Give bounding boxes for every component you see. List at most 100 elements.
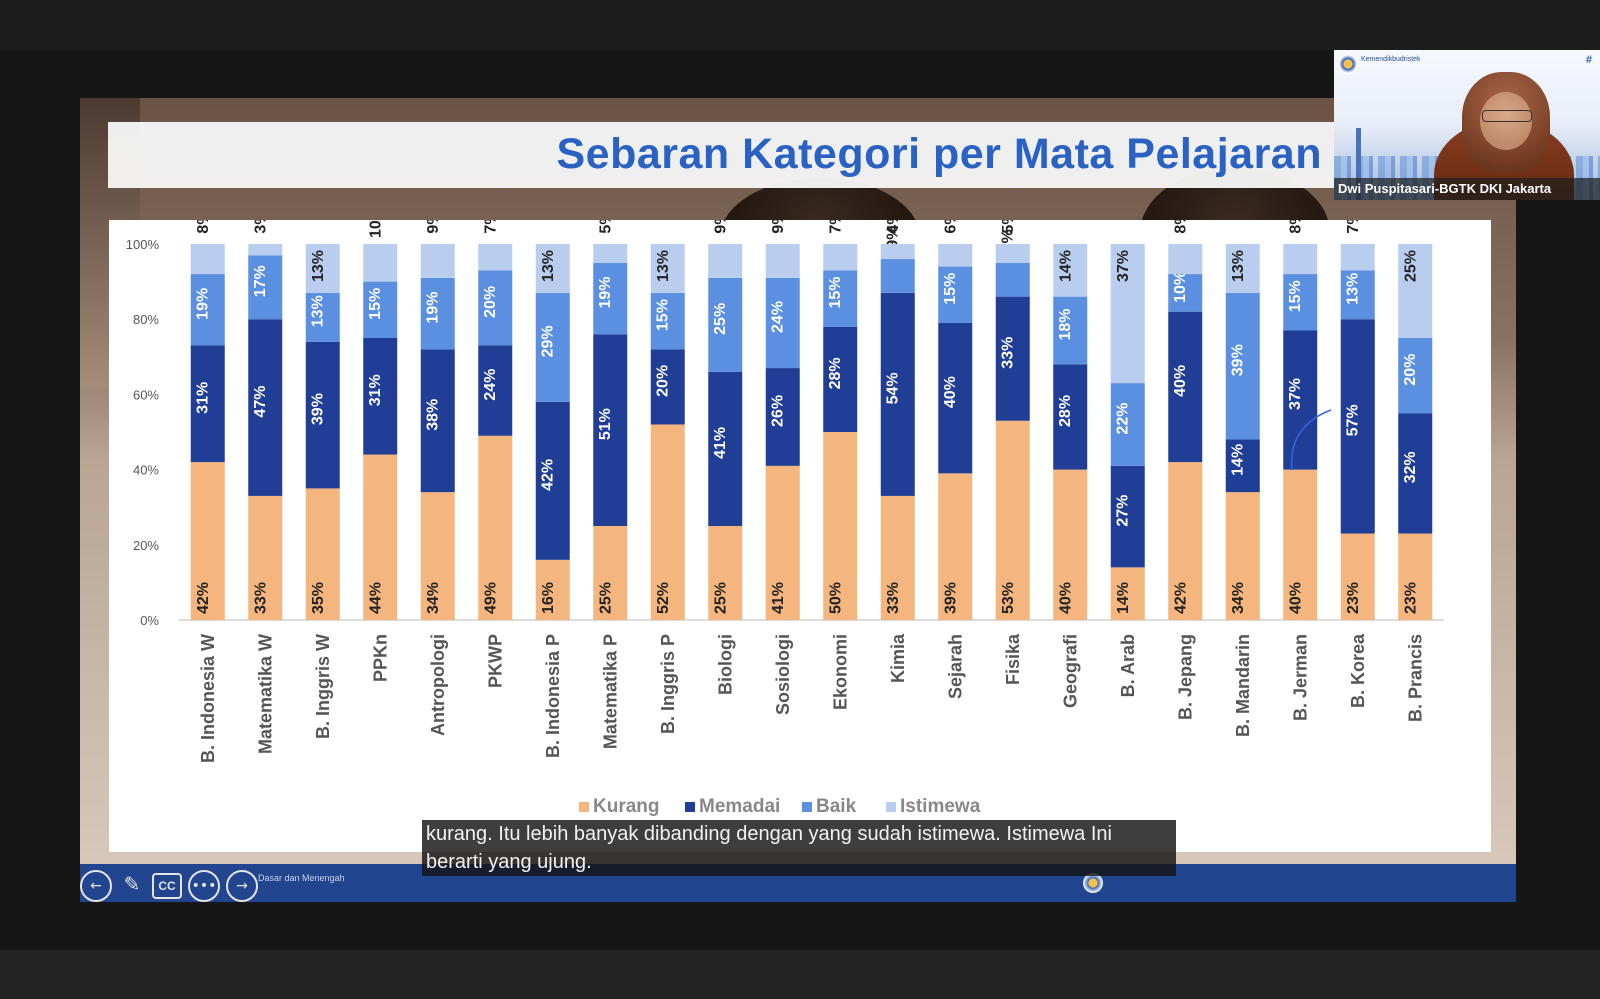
- data-label: 20%: [655, 365, 672, 397]
- bar-segment-memadai: [420, 349, 455, 493]
- bar-segment-kurang: [1283, 469, 1318, 620]
- bar-segment-memadai: [478, 345, 513, 436]
- bar-segment-istimewa: [1398, 244, 1433, 338]
- bar-segment-memadai: [1283, 330, 1318, 470]
- category-label: Matematika W: [255, 634, 275, 754]
- bar-segment-baik: [478, 270, 513, 346]
- data-label: 24%: [482, 369, 499, 401]
- data-label: 27%: [1115, 495, 1132, 527]
- category-label: B. Jerman: [1290, 634, 1310, 721]
- bar-segment-kurang: [593, 526, 628, 620]
- category-label: Biologi: [715, 634, 735, 695]
- bar-segment-istimewa: [535, 244, 570, 293]
- legend-label: Kurang: [593, 796, 660, 817]
- data-label: 7%: [1345, 220, 1362, 234]
- bar-segment-kurang: [880, 495, 915, 620]
- cc-icon: CC: [158, 879, 176, 893]
- bar-segment-memadai: [593, 334, 628, 526]
- ministry-logo-text: Kemendikbudristek: [1361, 56, 1421, 63]
- previous-slide-button[interactable]: ←: [80, 870, 112, 902]
- data-label: 40%: [1057, 582, 1074, 614]
- category-label: Geografi: [1060, 634, 1080, 708]
- data-label: 8%: [1172, 220, 1189, 234]
- bar-segment-memadai: [880, 292, 915, 496]
- category-label: B. Inggris P: [658, 634, 678, 734]
- category-label: B. Korea: [1348, 633, 1368, 708]
- data-label: 42%: [195, 582, 212, 614]
- bar-segment-baik: [190, 274, 225, 346]
- hashtag-text: #: [1585, 54, 1592, 66]
- closed-captions-button[interactable]: CC: [152, 873, 182, 899]
- category-label: Sosiologi: [773, 634, 793, 715]
- category-label: Kimia: [888, 633, 908, 683]
- data-label: 34%: [1230, 582, 1247, 614]
- bar-segment-kurang: [1225, 492, 1260, 620]
- data-label: 52%: [655, 582, 672, 614]
- bar-segment-memadai: [190, 345, 225, 463]
- slide-title-banner: Sebaran Kategori per Mata Pelajaran: [108, 122, 1348, 188]
- category-label: B. Indonesia W: [198, 634, 218, 763]
- bar-segment-istimewa: [248, 244, 283, 256]
- data-label: 15%: [655, 299, 672, 331]
- data-label: 19%: [425, 292, 442, 324]
- data-label: 13%: [1345, 273, 1362, 305]
- caption-line-2: berarti yang ujung.: [426, 851, 592, 873]
- bar-segment-istimewa: [1340, 244, 1375, 271]
- pen-tool-button[interactable]: ✎: [118, 870, 146, 898]
- category-label: B. Inggris W: [313, 634, 333, 739]
- legend-swatch: [579, 802, 589, 812]
- footer-text: Dasar dan Menengah: [258, 873, 345, 883]
- bar-segment-istimewa: [593, 244, 628, 263]
- bar-segment-baik: [1168, 274, 1203, 312]
- data-label: 57%: [1345, 404, 1362, 436]
- data-label: 19%: [597, 277, 614, 309]
- data-label: 39%: [942, 582, 959, 614]
- data-label: 13%: [310, 295, 327, 327]
- bar-segment-baik: [363, 281, 398, 338]
- more-options-button[interactable]: •••: [188, 870, 220, 902]
- data-label: 14%: [1057, 250, 1074, 282]
- bar-segment-istimewa: [880, 244, 915, 260]
- live-caption: kurang. Itu lebih banyak dibanding denga…: [422, 820, 1176, 876]
- bar-segment-istimewa: [938, 244, 973, 267]
- bar-segment-baik: [1398, 338, 1433, 414]
- chart-panel: 0% 20% 40% 60% 80% 100% 42% 31% 19% 8% B. Indonesi…: [109, 220, 1491, 852]
- bar-segment-kurang: [535, 559, 570, 620]
- y-tick-label: 0%: [140, 613, 159, 628]
- bar-segment-baik: [823, 270, 858, 327]
- data-label: 32%: [1402, 451, 1419, 483]
- bar-segment-istimewa: [1110, 244, 1145, 384]
- bar-segment-kurang: [478, 435, 513, 620]
- pen-annotation-stroke: [1290, 409, 1332, 471]
- category-label: B. Arab: [1118, 634, 1138, 697]
- data-label: 40%: [1287, 582, 1304, 614]
- data-label: 18%: [1057, 308, 1074, 340]
- next-slide-button[interactable]: →: [226, 870, 258, 902]
- bar-segment-memadai: [248, 319, 283, 496]
- data-label: 10%: [1172, 271, 1189, 303]
- data-label: 53%: [1000, 582, 1017, 614]
- data-label: 42%: [540, 459, 557, 491]
- data-label: 9%: [770, 220, 787, 234]
- window-bottom-bar: [0, 950, 1600, 999]
- bar-segment-kurang: [1398, 533, 1433, 620]
- bar-segment-kurang: [190, 462, 225, 620]
- data-label: 17%: [252, 265, 269, 297]
- y-tick-label: 40%: [133, 463, 159, 478]
- participant-video-tile[interactable]: Kemendikbudristek # Dwi Puspitasari-BGTK…: [1334, 50, 1600, 200]
- monas-tower: [1356, 128, 1361, 200]
- data-label: 37%: [1115, 250, 1132, 282]
- data-label: 23%: [1402, 582, 1419, 614]
- data-label: 25%: [712, 303, 729, 335]
- data-label: 15%: [1287, 280, 1304, 312]
- bar-segment-memadai: [995, 296, 1030, 421]
- window-top-bar: [0, 0, 1600, 50]
- data-label: 13%: [540, 250, 557, 282]
- data-label: 40%: [942, 376, 959, 408]
- bar-segment-memadai: [1225, 439, 1260, 493]
- bar-segment-istimewa: [420, 244, 455, 278]
- data-label: 39%: [310, 393, 327, 425]
- legend-label: Baik: [816, 796, 857, 817]
- data-label: 40%: [1172, 365, 1189, 397]
- bar-segment-memadai: [535, 401, 570, 560]
